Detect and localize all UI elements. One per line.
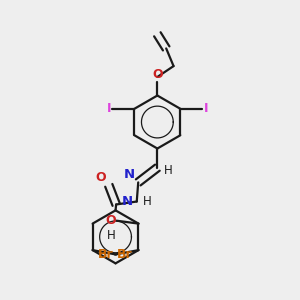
Text: Br: Br [117, 248, 133, 261]
Text: H: H [164, 164, 172, 177]
Text: O: O [105, 214, 116, 227]
Text: Br: Br [98, 248, 114, 261]
Text: O: O [152, 68, 163, 81]
Text: I: I [107, 102, 111, 115]
Text: H: H [107, 229, 116, 242]
Text: I: I [204, 102, 208, 115]
Text: N: N [122, 195, 133, 208]
Text: H: H [142, 195, 152, 208]
Text: O: O [96, 171, 106, 184]
Text: N: N [124, 168, 135, 181]
